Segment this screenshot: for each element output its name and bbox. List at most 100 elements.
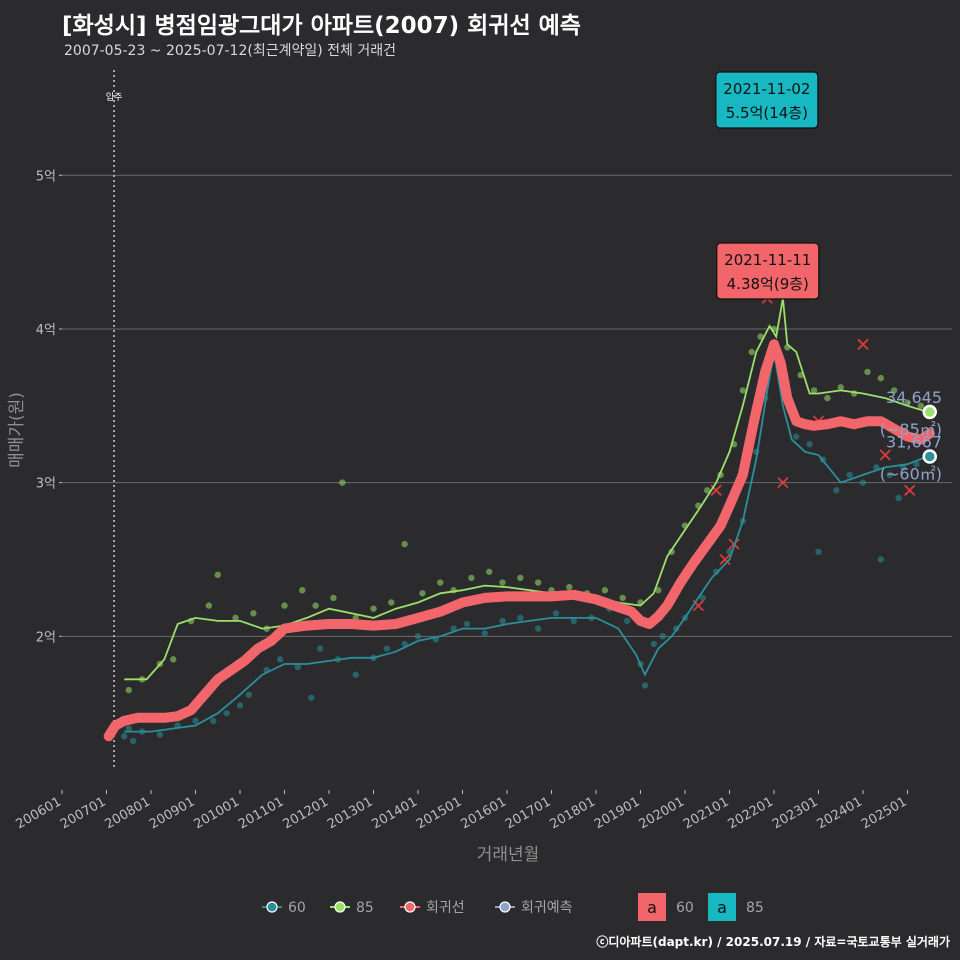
y-tick-label: 2억 bbox=[36, 630, 56, 645]
x-tick-label: 201701 bbox=[503, 794, 553, 832]
legend-label: 85 bbox=[356, 900, 374, 916]
end-label-value: 34,645 bbox=[886, 388, 942, 407]
y-tick-label: 3억 bbox=[36, 477, 56, 492]
point-85 bbox=[601, 587, 609, 594]
end-label-area: (~85㎡) bbox=[880, 420, 942, 439]
point-85 bbox=[739, 387, 747, 394]
cancel-mark bbox=[904, 484, 916, 496]
x-tick-label: 201801 bbox=[548, 794, 598, 832]
x-tick-label: 200801 bbox=[103, 794, 153, 832]
point-85 bbox=[517, 574, 524, 582]
x-tick-label: 200601 bbox=[14, 794, 64, 832]
point-60 bbox=[308, 694, 315, 701]
point-85 bbox=[419, 590, 426, 597]
legend-swatch bbox=[404, 901, 416, 913]
point-60 bbox=[156, 731, 164, 738]
point-60 bbox=[245, 691, 253, 698]
x-tick-label: 200901 bbox=[147, 794, 197, 832]
legend-swatch bbox=[266, 901, 278, 913]
point-60 bbox=[352, 671, 359, 678]
regression-line bbox=[103, 339, 935, 742]
x-axis-title: 거래년월 bbox=[477, 845, 540, 865]
point-85 bbox=[748, 348, 755, 356]
annotation-date: 2021-11-11 bbox=[724, 251, 811, 269]
legend: 60 85 회귀선 회귀예측 a 60 a 85 bbox=[262, 893, 764, 921]
point-85 bbox=[864, 368, 871, 376]
cancel-mark bbox=[857, 338, 869, 350]
point-60 bbox=[886, 471, 893, 479]
point-60 bbox=[641, 682, 649, 689]
x-tick-label: 201001 bbox=[192, 794, 242, 832]
point-60 bbox=[121, 733, 128, 740]
point-60 bbox=[712, 568, 720, 575]
point-60 bbox=[192, 717, 199, 725]
point-60 bbox=[570, 617, 577, 625]
cancel-mark bbox=[777, 476, 789, 489]
point-85 bbox=[917, 402, 925, 409]
legend-swatch bbox=[334, 901, 346, 913]
point-60 bbox=[383, 645, 391, 652]
point-60 bbox=[895, 494, 902, 502]
point-60 bbox=[793, 433, 800, 440]
point-60 bbox=[815, 548, 822, 555]
point-85 bbox=[388, 599, 395, 606]
point-60 bbox=[877, 556, 884, 563]
point-60 bbox=[699, 594, 706, 602]
legend-box-glyph: a bbox=[647, 898, 657, 917]
point-85 bbox=[232, 614, 239, 622]
point-60 bbox=[316, 645, 324, 652]
point-60 bbox=[833, 487, 840, 494]
point-60 bbox=[859, 479, 867, 486]
x-tick-label: 201101 bbox=[236, 794, 286, 832]
legend-box-glyph: a bbox=[717, 898, 727, 917]
legend-box bbox=[638, 893, 666, 921]
point-85 bbox=[468, 574, 475, 582]
move-in-marker: 입주 bbox=[106, 70, 123, 770]
point-85 bbox=[704, 487, 711, 494]
legend-label: 회귀예측 bbox=[521, 900, 573, 916]
chart-subtitle: 2007-05-23 ~ 2025-07-12(최근계약일) 전체 거래건 bbox=[64, 43, 396, 59]
annotation-value: 5.5억(14층) bbox=[726, 104, 808, 122]
point-60 bbox=[236, 702, 244, 709]
chart-title: [화성시] 병점임광그대가 아파트(2007) 회귀선 예측 bbox=[62, 13, 581, 39]
point-60 bbox=[401, 640, 408, 648]
point-85 bbox=[534, 579, 542, 586]
x-tick-label: 202101 bbox=[681, 794, 731, 832]
point-85 bbox=[619, 594, 626, 602]
point-60 bbox=[463, 620, 471, 628]
point-85 bbox=[339, 479, 346, 486]
move-in-label: 입주 bbox=[106, 91, 123, 103]
point-85 bbox=[437, 579, 444, 586]
point-60 bbox=[414, 633, 422, 640]
point-85 bbox=[837, 384, 844, 391]
x-tick-label: 201901 bbox=[592, 794, 642, 832]
point-85 bbox=[205, 602, 213, 609]
point-85 bbox=[566, 583, 573, 591]
legend-box bbox=[708, 893, 736, 921]
x-tick-label: 200701 bbox=[58, 794, 108, 832]
end-label-value: 31,667 bbox=[886, 433, 942, 452]
point-85 bbox=[824, 394, 831, 402]
point-85 bbox=[214, 571, 221, 579]
point-85 bbox=[499, 579, 506, 586]
x-tick-label: 202501 bbox=[859, 794, 909, 832]
point-85 bbox=[370, 605, 377, 612]
point-85 bbox=[125, 686, 132, 694]
grid-lines bbox=[62, 174, 952, 637]
x-tick-label: 201601 bbox=[459, 794, 509, 832]
point-60 bbox=[534, 625, 542, 632]
point-85 bbox=[810, 387, 818, 394]
annotation-box bbox=[715, 71, 819, 129]
point-85 bbox=[250, 610, 257, 617]
point-60 bbox=[130, 737, 137, 745]
prediction-marker bbox=[922, 449, 937, 464]
x-tick-label: 202001 bbox=[637, 794, 687, 832]
point-60 bbox=[913, 460, 920, 468]
point-60 bbox=[125, 725, 132, 732]
cancel-mark bbox=[879, 449, 891, 461]
point-85 bbox=[170, 656, 177, 663]
y-axis-title: 매매가(원) bbox=[7, 392, 27, 468]
series-lines bbox=[103, 298, 937, 742]
point-85 bbox=[281, 602, 288, 609]
